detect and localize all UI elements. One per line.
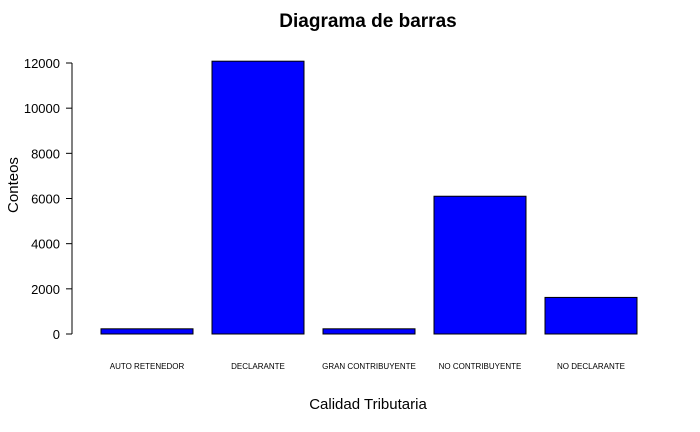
category-labels: AUTO RETENEDOR DECLARANTE GRAN CONTRIBUYEN… <box>110 362 625 371</box>
y-axis-label: Conteos <box>5 157 22 213</box>
x-category-label: GRAN CONTRIBUYENTE <box>322 362 416 371</box>
y-tick-label: 10000 <box>24 101 60 116</box>
bar <box>322 328 416 335</box>
x-category-label: NO DECLARANTE <box>557 362 625 371</box>
y-tick-label: 2000 <box>31 282 60 297</box>
x-axis-label: Calidad Tributaria <box>309 396 427 413</box>
y-tick-label: 4000 <box>31 237 60 252</box>
y-axis-ticks: 0 2000 4000 6000 8000 10000 12000 <box>24 56 72 342</box>
chart-title: Diagrama de barras <box>279 11 456 32</box>
bars <box>100 60 638 335</box>
y-tick-label: 12000 <box>24 56 60 71</box>
x-category-label: DECLARANTE <box>231 362 285 371</box>
bar <box>544 296 638 335</box>
x-category-label: NO CONTRIBUYENTE <box>439 362 522 371</box>
x-category-label: AUTO RETENEDOR <box>110 362 185 371</box>
y-tick-label: 0 <box>53 327 60 342</box>
y-tick-label: 8000 <box>31 146 60 161</box>
bar <box>211 60 305 335</box>
bar <box>433 195 527 335</box>
bar <box>100 328 194 335</box>
y-tick-label: 6000 <box>31 192 60 207</box>
